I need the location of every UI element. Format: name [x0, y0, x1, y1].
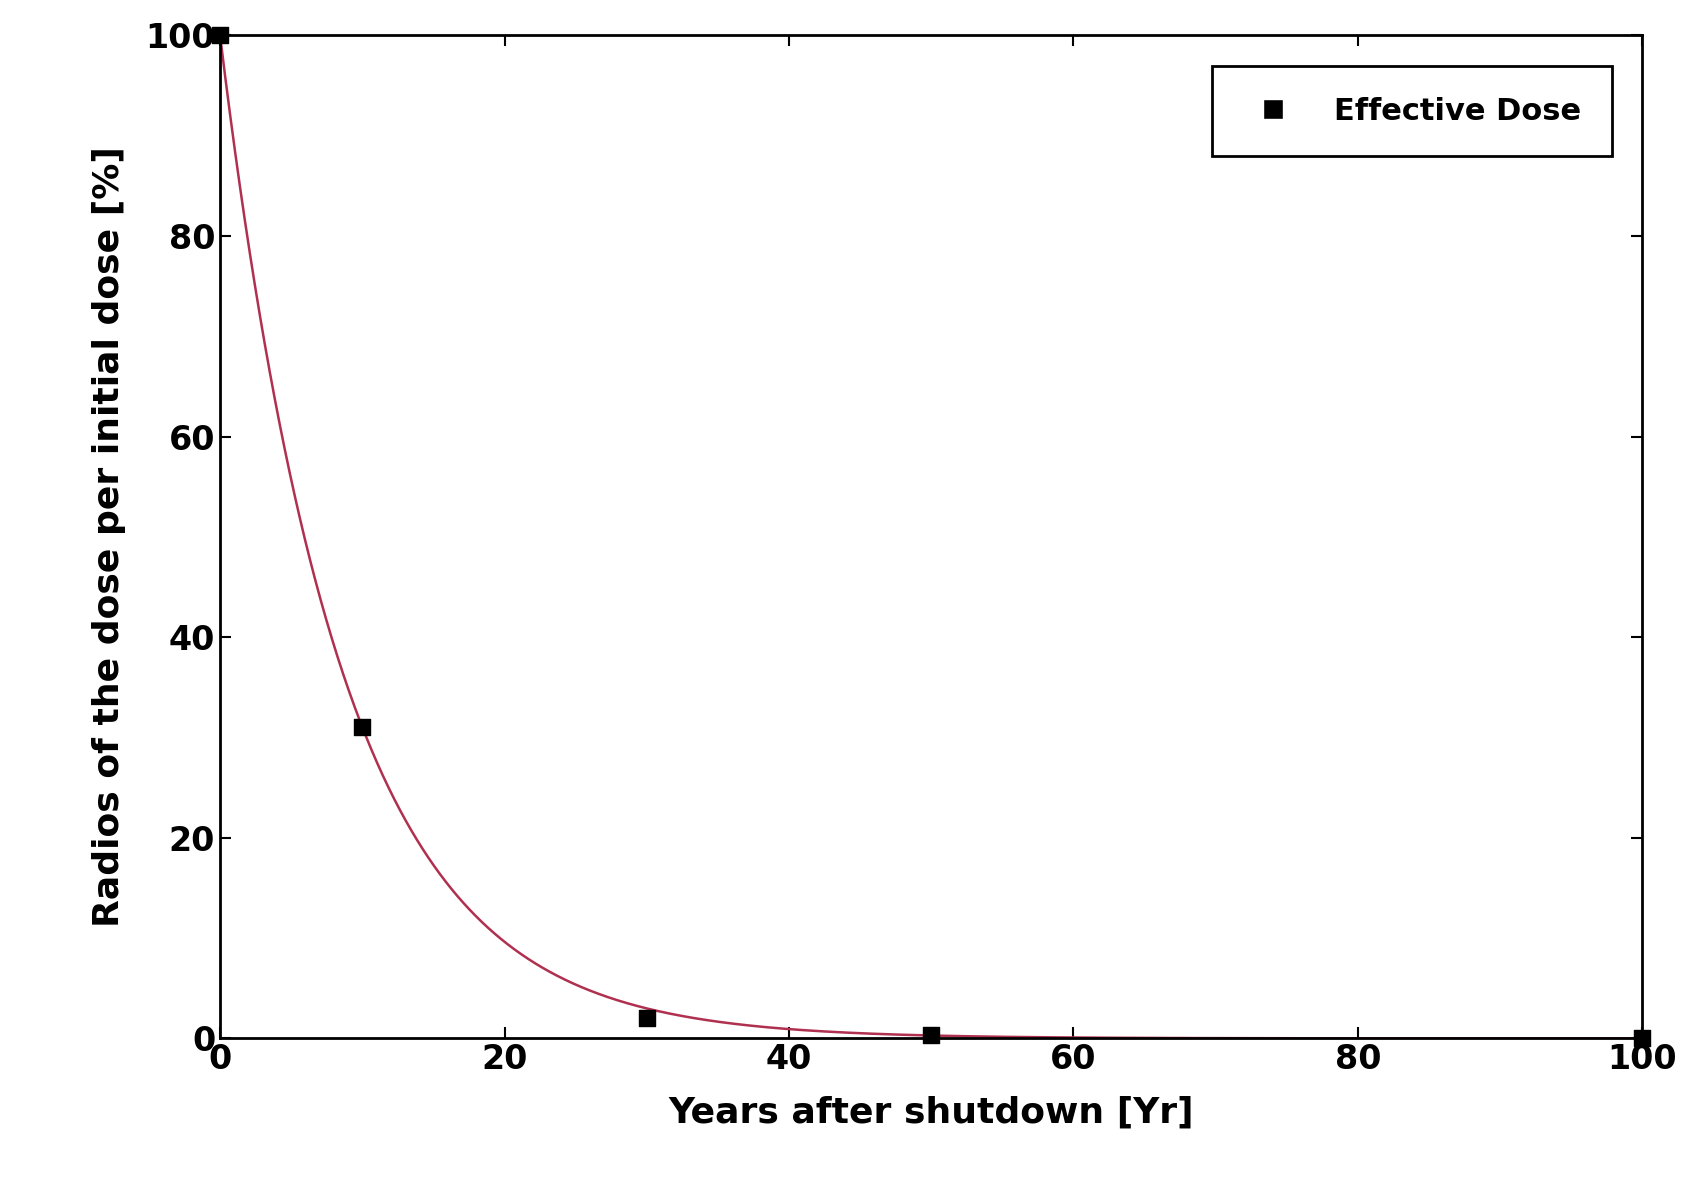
X-axis label: Years after shutdown [Yr]: Years after shutdown [Yr]: [669, 1096, 1194, 1129]
Y-axis label: Radios of the dose per initial dose [%]: Radios of the dose per initial dose [%]: [91, 146, 127, 927]
Point: [1629, 1029, 1656, 1048]
Point: [918, 1025, 945, 1044]
Legend: Effective Dose: Effective Dose: [1212, 66, 1612, 156]
Point: [633, 1009, 660, 1028]
Point: [349, 717, 376, 736]
Point: [207, 26, 234, 45]
